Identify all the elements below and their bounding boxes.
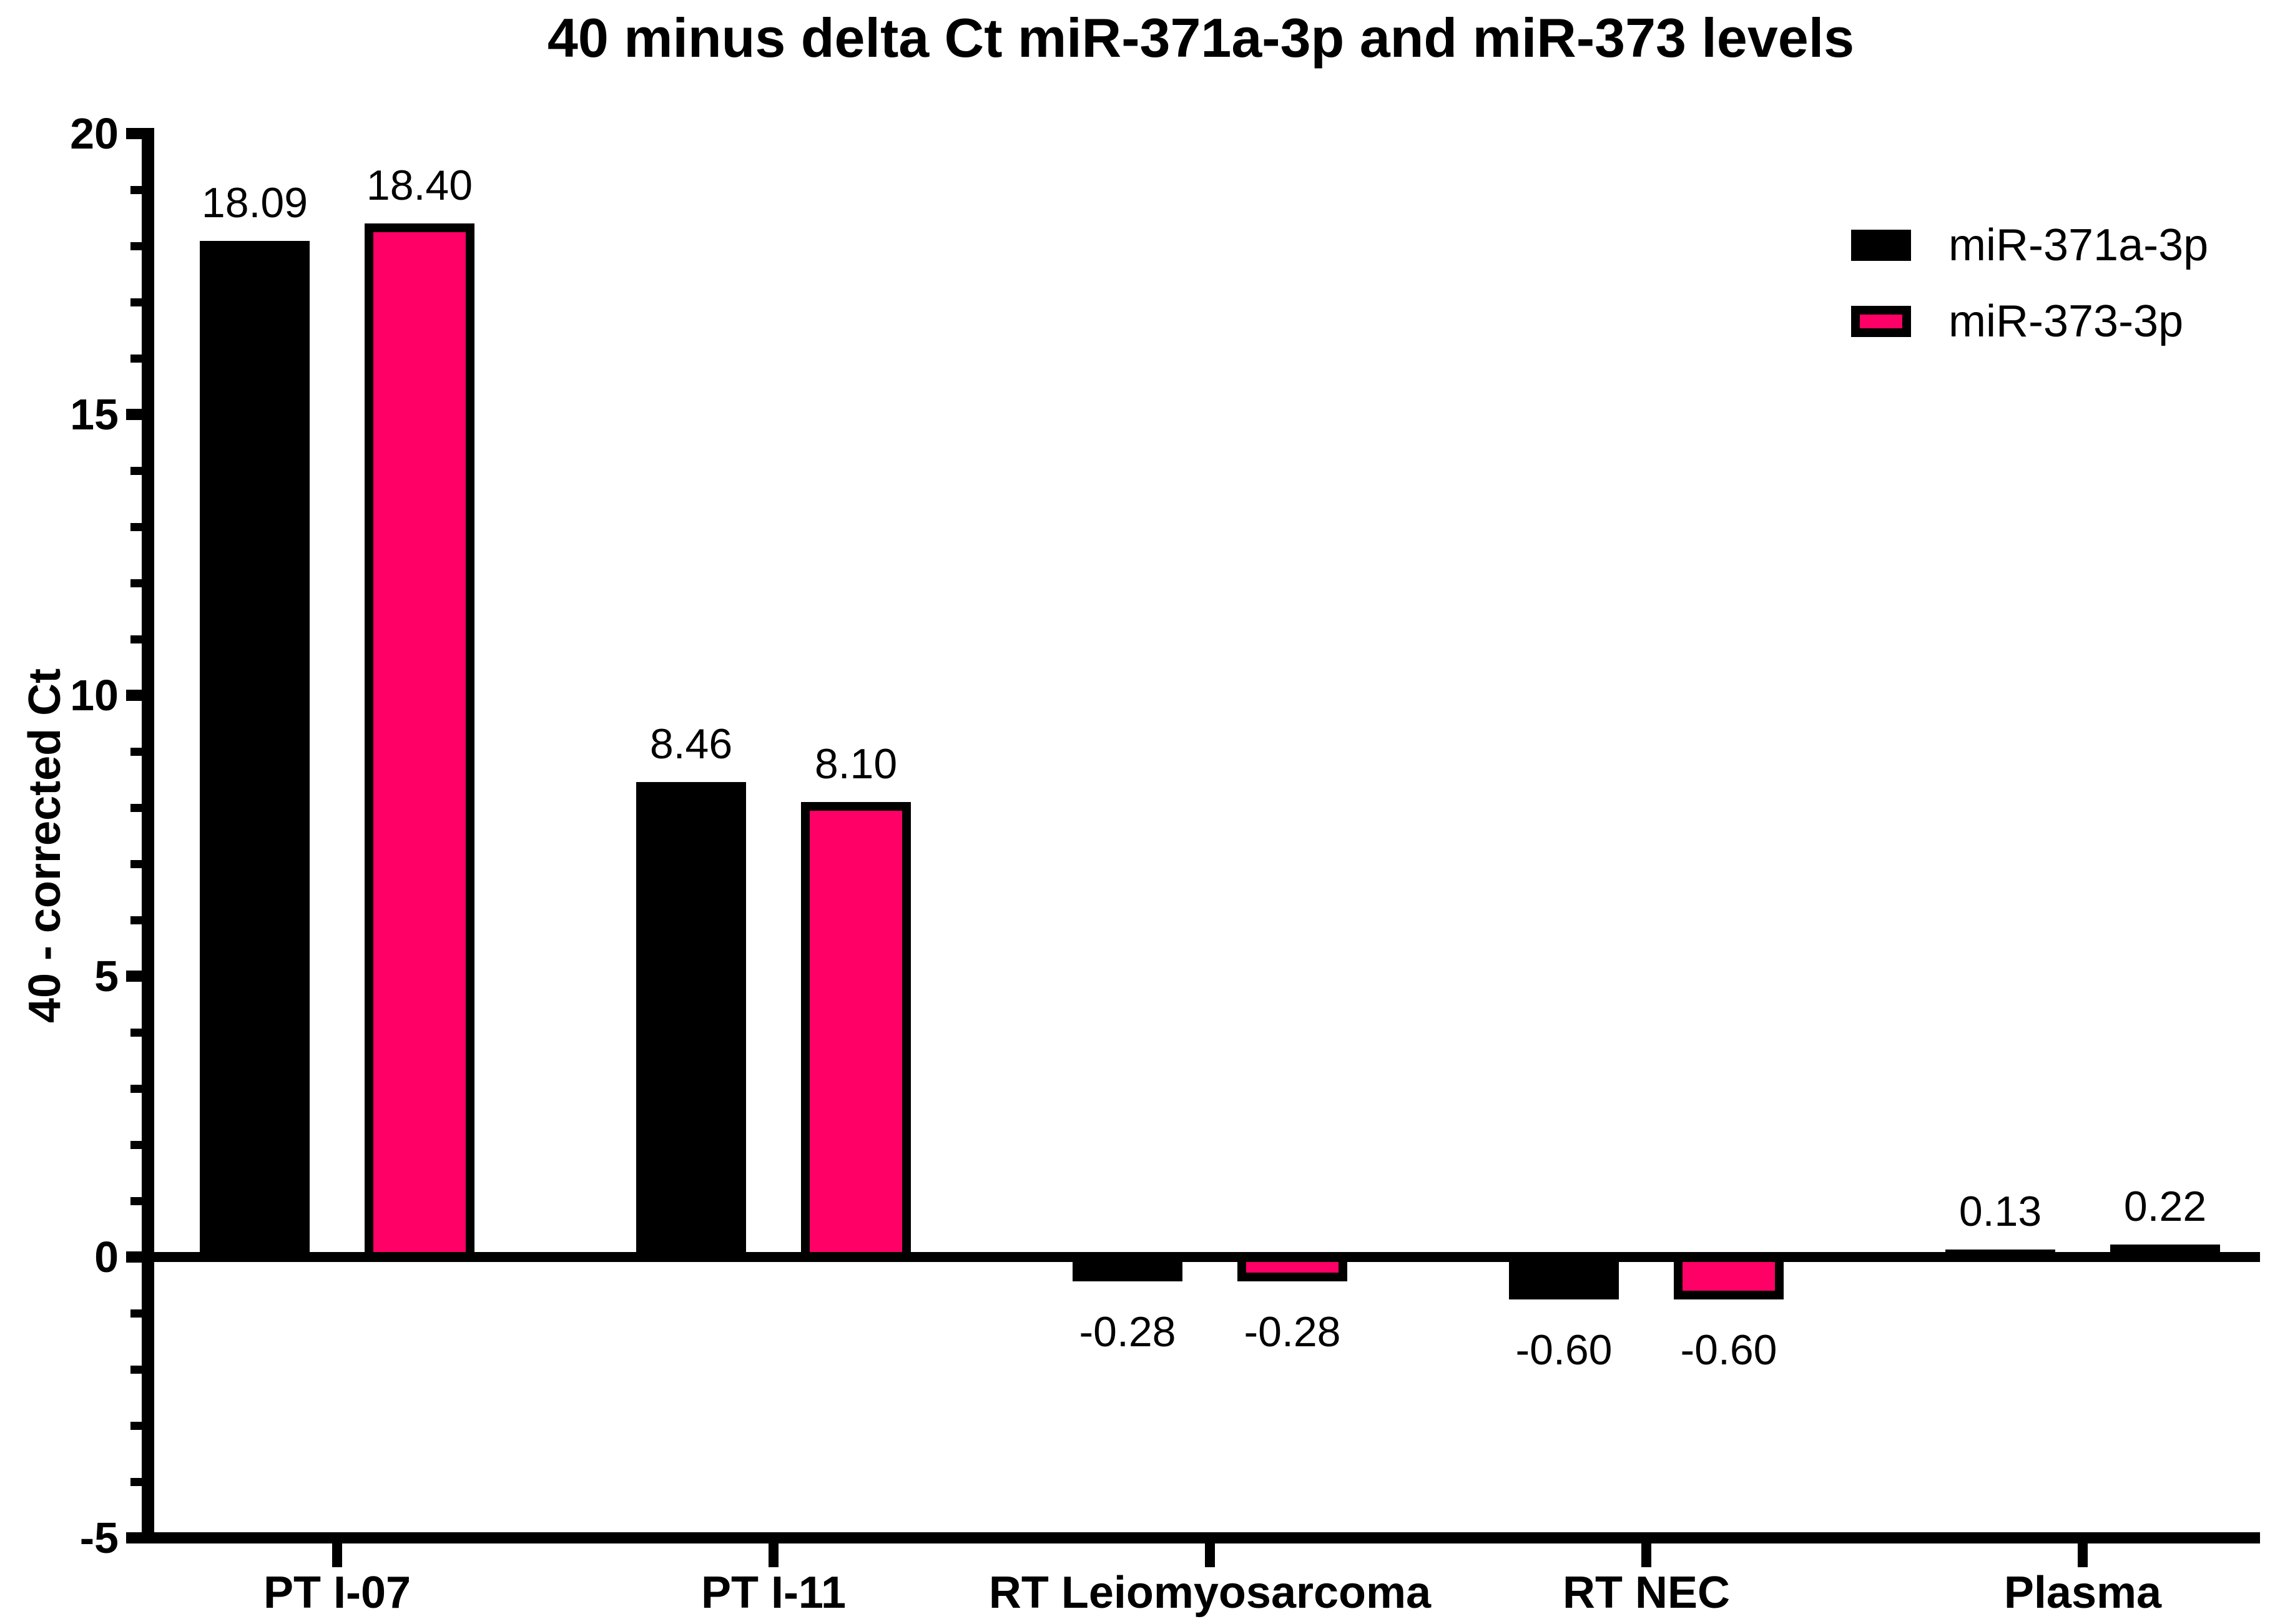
y-minor-tick — [130, 186, 142, 194]
y-tick-label: 20 — [70, 109, 119, 158]
y-minor-tick — [130, 523, 142, 531]
bar-value-label: -0.60 — [1680, 1326, 1777, 1374]
bar-value-label: -0.28 — [1244, 1308, 1341, 1356]
bar-value-label: 18.40 — [366, 162, 473, 209]
x-category-label: Plasma — [2003, 1568, 2162, 1618]
bar-miR-373-3p-PT I-07 — [365, 223, 474, 1262]
legend-item-mir371: miR-371a-3p — [1851, 220, 2209, 270]
y-major-tick — [126, 690, 142, 701]
chart-title: 40 minus delta Ct miR-371a-3p and miR-37… — [547, 7, 1855, 69]
x-category-tick — [1641, 1543, 1651, 1567]
y-axis-spine — [142, 128, 154, 1543]
x-category-tick — [1205, 1543, 1215, 1567]
y-minor-tick — [130, 804, 142, 812]
y-major-tick — [126, 1532, 142, 1543]
y-minor-tick — [130, 298, 142, 306]
y-minor-tick — [130, 1029, 142, 1037]
legend: miR-371a-3p miR-373-3p — [1851, 220, 2209, 382]
bar-value-label: -0.28 — [1079, 1308, 1176, 1356]
y-tick-label: 0 — [94, 1233, 119, 1281]
x-category-label: RT Leiomyosarcoma — [988, 1568, 1432, 1618]
legend-swatch-mir371a-3p — [1851, 230, 1911, 261]
bar-value-label: 18.09 — [201, 179, 308, 227]
x-category-tick — [769, 1543, 779, 1567]
x-category-label: PT I-11 — [700, 1568, 847, 1618]
y-minor-tick — [130, 1197, 142, 1205]
bar-value-label: 0.22 — [2123, 1183, 2207, 1230]
y-minor-tick — [130, 1085, 142, 1093]
zero-line — [142, 1252, 2260, 1262]
y-minor-tick — [130, 748, 142, 756]
x-category-label: RT NEC — [1563, 1568, 1730, 1618]
legend-item-mir373: miR-373-3p — [1851, 296, 2208, 346]
bar-value-label: 8.10 — [814, 740, 898, 788]
y-tick-label: 10 — [70, 671, 119, 720]
y-minor-tick — [130, 1141, 142, 1149]
y-minor-tick — [130, 1478, 142, 1486]
y-tick-label: -5 — [79, 1514, 119, 1562]
x-category-label: PT I-07 — [263, 1568, 411, 1618]
y-tick-label: 15 — [70, 390, 119, 439]
y-major-tick — [126, 971, 142, 982]
y-minor-tick — [130, 916, 142, 924]
y-minor-tick — [130, 355, 142, 363]
y-tick-label: 5 — [94, 952, 119, 1000]
y-minor-tick — [130, 1309, 142, 1318]
y-axis-title: 40 - corrected Ct — [9, 150, 81, 1542]
y-major-tick — [126, 128, 142, 139]
y-minor-tick — [130, 1422, 142, 1430]
y-minor-tick — [130, 635, 142, 643]
x-axis-line — [142, 1532, 2260, 1543]
y-major-tick — [126, 409, 142, 420]
y-minor-tick — [130, 860, 142, 868]
x-category-tick — [2078, 1543, 2088, 1567]
legend-swatch-mir373-3p — [1851, 306, 1911, 337]
bar-miR-371a-3p-PT I-11 — [636, 782, 746, 1262]
bar-value-label: 0.13 — [1958, 1188, 2042, 1235]
bar-miR-371a-3p-PT I-07 — [200, 241, 310, 1262]
bar-miR-373-3p-PT I-11 — [801, 802, 911, 1262]
legend-label-mir373-3p: miR-373-3p — [1948, 296, 2184, 346]
y-major-tick — [126, 1251, 142, 1263]
y-minor-tick — [130, 242, 142, 250]
bar-value-label: 8.46 — [649, 720, 733, 768]
bar-value-label: -0.60 — [1515, 1326, 1613, 1374]
legend-label-mir371a-3p: miR-371a-3p — [1948, 220, 2209, 270]
y-minor-tick — [130, 1366, 142, 1374]
y-minor-tick — [130, 467, 142, 475]
x-category-tick — [332, 1543, 342, 1567]
y-minor-tick — [130, 579, 142, 587]
